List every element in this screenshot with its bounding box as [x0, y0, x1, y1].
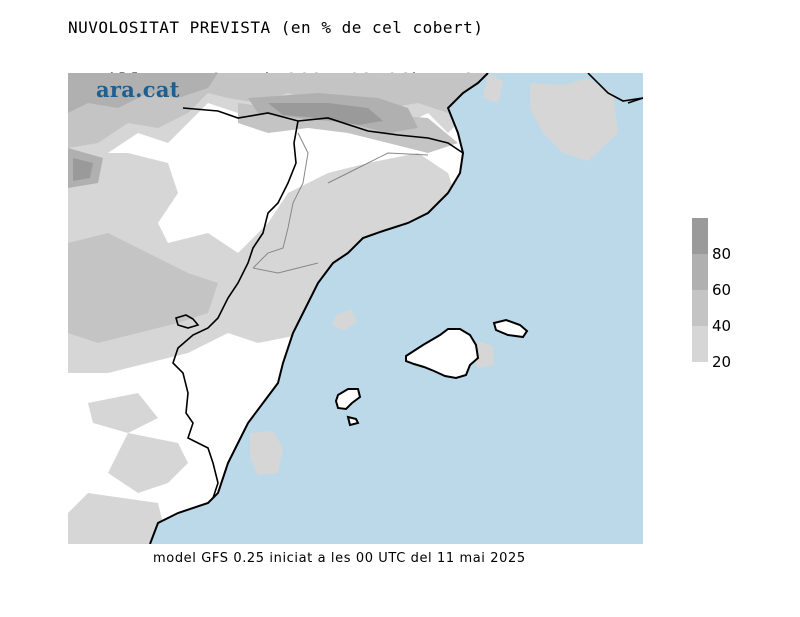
internal-borders [252, 132, 429, 274]
formentera-island [346, 415, 360, 427]
legend-label-40: 40 [712, 317, 732, 335]
model-info: model GFS 0.25 iniciat a les 00 UTC del … [153, 551, 526, 566]
eivissa-island [334, 388, 362, 411]
mediterranean-sea [150, 73, 643, 544]
legend-band-60-80 [692, 254, 708, 290]
map-title: NUVOLOSITAT PREVISTA (en % de cel cobert… [68, 18, 484, 37]
ara-cat-logo[interactable]: ara.cat [96, 77, 180, 102]
cloud-cover-legend: 80 60 40 20 [692, 218, 731, 371]
legend-label-60: 60 [712, 281, 732, 299]
legend-band-80-100 [692, 218, 708, 254]
legend-band-40-60 [692, 290, 708, 326]
coastline [149, 73, 489, 544]
mallorca-island [405, 328, 480, 380]
legend-band-20-40 [692, 326, 708, 362]
borders [172, 73, 643, 499]
legend-label-20: 20 [712, 353, 732, 371]
cloud-cover-80-100 [73, 103, 383, 181]
menorca-island [492, 318, 529, 339]
legend-label-80: 80 [712, 245, 732, 263]
cloud-cover-map [68, 73, 643, 544]
